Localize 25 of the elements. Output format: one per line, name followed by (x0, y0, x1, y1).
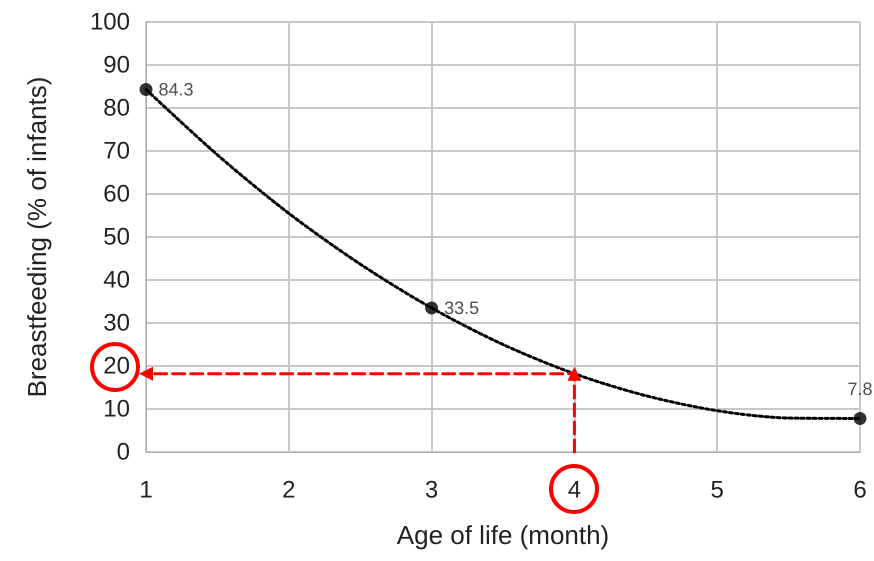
point (854, 412, 866, 425)
x-tick-label: 1 (139, 476, 153, 504)
y-tick-label: 70 (103, 138, 130, 164)
x-tick-label: 6 (853, 476, 867, 504)
x-tick-label: 2 (282, 476, 296, 504)
y-tick-label: 40 (103, 266, 130, 294)
y-axis-title: Breastfeeding (% of infants) (22, 76, 52, 398)
data-label: 7.8 (847, 378, 873, 399)
y-tick-label: 50 (103, 224, 130, 250)
y-tick-label: 0 (116, 438, 130, 466)
y-tick-label: 30 (103, 310, 130, 336)
x-axis-title: Age of life (month) (396, 520, 610, 550)
x-tick-label: 4 (568, 476, 582, 504)
point (140, 83, 152, 96)
y-tick-label: 10 (103, 396, 130, 422)
point (425, 301, 438, 314)
data-label: 84.3 (158, 80, 194, 100)
data-label: 33.5 (444, 298, 480, 318)
y-tick-label: 90 (103, 52, 130, 78)
y-tick-label: 80 (103, 94, 130, 122)
y-tick-label: 60 (103, 180, 130, 208)
y-tick-label: 100 (90, 8, 130, 36)
y-tick-label: 20 (103, 352, 130, 380)
x-tick-label: 3 (424, 476, 438, 504)
x-tick-label: 5 (710, 476, 724, 504)
